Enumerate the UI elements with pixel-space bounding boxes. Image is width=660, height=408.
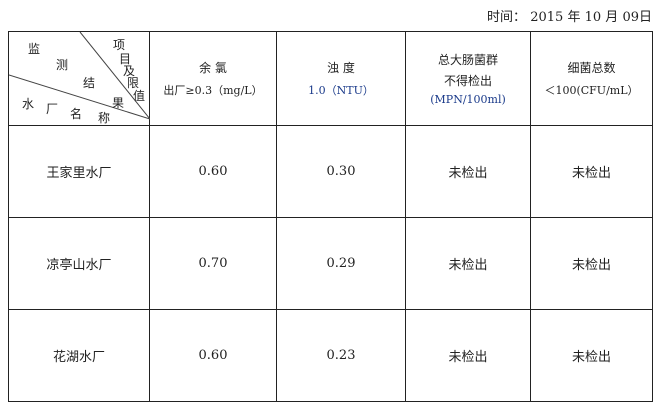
plant-name: 王家里水厂 xyxy=(8,125,150,218)
cell-value: 0.29 xyxy=(276,217,406,310)
cell-value: 0.23 xyxy=(276,309,406,402)
column-title: 余 氯 xyxy=(199,61,227,75)
corner-text: 测 xyxy=(56,58,69,72)
date-year-unit: 年 xyxy=(567,10,581,25)
corner-text: 目 xyxy=(119,52,132,66)
column-header-residual-chlorine: 余 氯 出厂≥0.3（mg/L） xyxy=(149,31,277,126)
cell-value: 未检出 xyxy=(530,125,653,218)
column-title: 浊 度 xyxy=(327,61,355,75)
corner-text: 监 xyxy=(28,42,41,56)
plant-name: 凉亭山水厂 xyxy=(8,217,150,310)
corner-text: 称 xyxy=(98,111,111,125)
plant-name: 花湖水厂 xyxy=(8,309,150,402)
report-date: 时间： 2015 年 10 月 09日 xyxy=(487,6,652,25)
column-limit: 出厂≥0.3（mg/L） xyxy=(163,84,263,97)
column-title: 总大肠菌群 xyxy=(437,53,498,67)
cell-value: 未检出 xyxy=(405,125,531,218)
cell-value: 0.30 xyxy=(276,125,406,218)
column-limit: ＜100(CFU/mL） xyxy=(544,84,639,97)
cell-value: 未检出 xyxy=(405,309,531,402)
date-day: 09 xyxy=(622,10,639,25)
date-month-unit: 月 xyxy=(605,10,619,25)
corner-text: 值 xyxy=(133,89,146,103)
column-header-bacteria-count: 细菌总数 ＜100(CFU/mL） xyxy=(530,31,653,126)
date-month: 10 xyxy=(584,10,602,25)
date-day-unit: 日 xyxy=(638,10,652,25)
column-title: 细菌总数 xyxy=(567,61,616,75)
corner-text: 限 xyxy=(127,76,140,90)
cell-value: 0.70 xyxy=(149,217,277,310)
corner-text: 厂 xyxy=(46,102,59,116)
water-quality-table: 监 测 结 果 项 目 及 限 值 水 厂 名 称 余 氯 出厂≥0.3（mg/… xyxy=(8,31,653,402)
cell-value: 0.60 xyxy=(149,309,277,402)
table-row: 花湖水厂 0.60 0.23 未检出 未检出 xyxy=(8,309,653,402)
corner-text: 结 xyxy=(83,76,96,90)
corner-text: 水 xyxy=(22,97,35,111)
corner-text: 名 xyxy=(70,107,83,121)
cell-value: 未检出 xyxy=(405,217,531,310)
date-label: 时间： xyxy=(487,10,527,25)
corner-text: 项 xyxy=(113,38,126,52)
date-year: 2015 xyxy=(530,10,564,25)
column-header-coliform: 总大肠菌群 不得检出 (MPN/100ml) xyxy=(405,31,531,126)
header-row: 监 测 结 果 项 目 及 限 值 水 厂 名 称 余 氯 出厂≥0.3（mg/… xyxy=(8,31,653,126)
column-header-turbidity: 浊 度 1.0（NTU） xyxy=(276,31,406,126)
column-limit: 不得检出 xyxy=(443,74,492,88)
column-unit: (MPN/100ml) xyxy=(430,93,506,106)
table-row: 王家里水厂 0.60 0.30 未检出 未检出 xyxy=(8,125,653,218)
cell-value: 未检出 xyxy=(530,217,653,310)
diagonal-lines xyxy=(9,32,150,120)
corner-header-cell: 监 测 结 果 项 目 及 限 值 水 厂 名 称 xyxy=(8,31,150,126)
corner-text: 及 xyxy=(123,64,136,78)
cell-value: 0.60 xyxy=(149,125,277,218)
table-row: 凉亭山水厂 0.70 0.29 未检出 未检出 xyxy=(8,217,653,310)
cell-value: 未检出 xyxy=(530,309,653,402)
column-limit: 1.0（NTU） xyxy=(308,84,374,97)
corner-text: 果 xyxy=(112,96,125,110)
